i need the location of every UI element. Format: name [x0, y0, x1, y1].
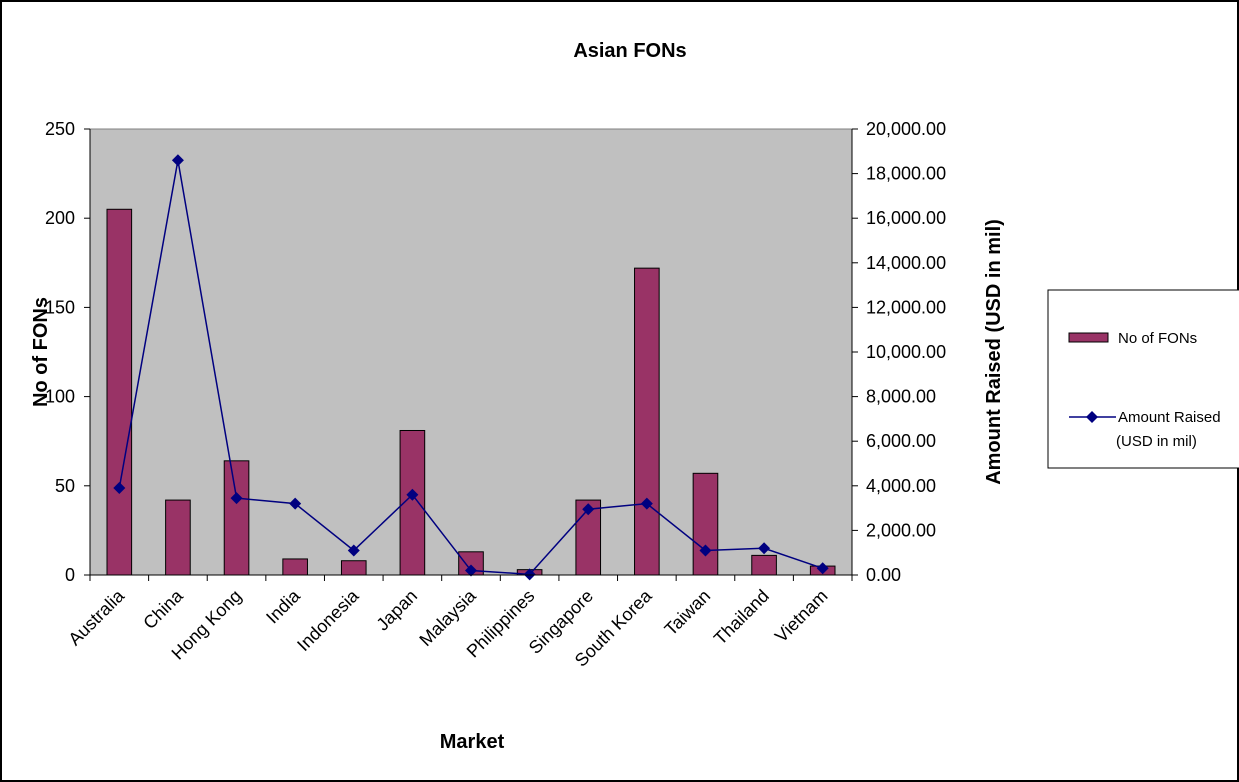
- y-axis-title: No of FONs: [30, 297, 52, 407]
- line-marker-12: [816, 562, 829, 575]
- line-marker-8: [582, 503, 595, 516]
- chart-title: Asian FONs: [573, 40, 686, 62]
- line-marker-5: [406, 488, 419, 501]
- bar-9: [634, 267, 660, 576]
- y2-tick-label-2: 4,000.00: [866, 476, 936, 496]
- legend-bar-swatch: [1068, 332, 1109, 343]
- bar-1: [165, 499, 191, 576]
- legend: No of FONs Amount Raised (USD in mil): [1047, 289, 1239, 469]
- y2-tick-label-0: 0.00: [866, 565, 901, 585]
- line-marker-7: [523, 568, 536, 581]
- plot-area: [89, 128, 853, 576]
- y2-axis-ticks: 0.00 2,000.00 4,000.00 6,000.00 8,000.00 10,0…: [852, 119, 946, 585]
- y-tick-label-5: 250: [45, 119, 75, 139]
- y2-tick-label-6: 12,000.00: [866, 297, 946, 317]
- legend-bar-label: No of FONs: [1118, 330, 1197, 347]
- line-marker-1: [171, 154, 184, 167]
- bar-10: [692, 472, 719, 576]
- y2-tick-label-7: 14,000.00: [866, 253, 946, 273]
- line-marker-2: [230, 492, 243, 505]
- y-tick-label-4: 200: [45, 208, 75, 228]
- line-marker-0: [113, 482, 126, 495]
- y-tick-label-3: 150: [45, 297, 75, 317]
- line-marker-10: [699, 544, 712, 557]
- line-marker-3: [289, 497, 302, 510]
- y2-tick-label-1: 2,000.00: [866, 520, 936, 540]
- y-tick-label-2: 100: [45, 387, 75, 407]
- line-marker-4: [347, 544, 360, 557]
- legend-line-marker: [1086, 411, 1098, 423]
- line-marker-6: [465, 564, 477, 577]
- legend-box: [1047, 289, 1239, 469]
- y-tick-label-1: 50: [55, 476, 75, 496]
- y-tick-label-0: 0: [65, 565, 75, 585]
- y2-tick-label-9: 18,000.00: [866, 164, 946, 184]
- bar-4: [340, 560, 367, 576]
- legend-line-label: Amount Raised: [1118, 409, 1221, 426]
- legend-line-label-2: (USD in mil): [1116, 433, 1197, 450]
- y-axis-ticks: 0 50 100 150 200 250: [45, 119, 90, 585]
- y2-tick-label-4: 8,000.00: [866, 387, 936, 407]
- y2-tick-label-10: 20,000.00: [866, 119, 946, 139]
- x-axis-title: Market: [440, 731, 505, 753]
- line-marker-9: [640, 497, 653, 510]
- bar-3: [282, 558, 308, 576]
- line-series: [113, 154, 829, 581]
- y2-tick-label-5: 10,000.00: [866, 342, 946, 362]
- line-marker-11: [758, 542, 771, 555]
- bar-2: [223, 460, 250, 576]
- y2-tick-label-3: 6,000.00: [866, 431, 936, 451]
- bar-series: [106, 208, 836, 576]
- y2-tick-label-8: 16,000.00: [866, 208, 946, 228]
- bar-11: [751, 554, 777, 576]
- y2-axis-title: Amount Raised (USD in mil): [983, 219, 1005, 485]
- bar-0: [106, 208, 133, 576]
